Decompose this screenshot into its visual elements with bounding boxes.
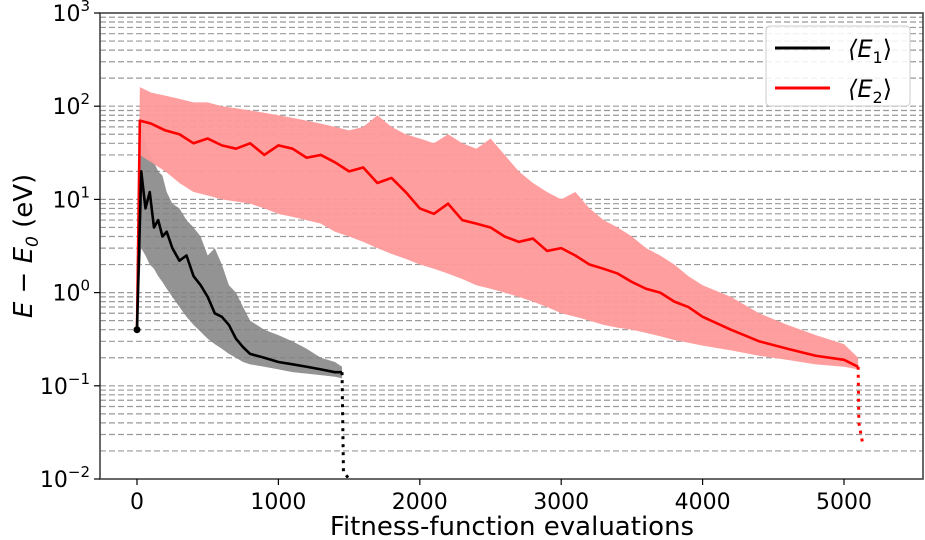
y-tick-label: 102 xyxy=(52,90,90,120)
x-tick-label: 3000 xyxy=(533,490,589,515)
series-lines xyxy=(133,119,864,480)
svg-text:⟨E2⟩: ⟨E2⟩ xyxy=(848,75,892,107)
y-axis-label: E − E0 (eV) xyxy=(9,174,43,318)
legend: ⟨E1⟩ ⟨E2⟩ xyxy=(765,25,911,107)
legend-entry-e1: ⟨E1⟩ xyxy=(775,35,892,67)
y-tick-label: 100 xyxy=(52,277,90,307)
band-2 xyxy=(137,87,859,370)
plot-frame xyxy=(99,12,924,480)
x-axis-label: Fitness-function evaluations xyxy=(330,512,694,540)
series-line-1 xyxy=(135,170,343,374)
y-axis-ticks: 10−2 10−1 100 101 102 103 xyxy=(40,0,100,493)
x-tick-label: 5000 xyxy=(816,490,872,515)
x-tick-label: 0 xyxy=(130,490,144,515)
svg-text:⟨E1⟩: ⟨E1⟩ xyxy=(848,35,892,67)
x-tick-label: 2000 xyxy=(392,490,448,515)
start-point-marker xyxy=(133,326,141,334)
x-tick-label: 4000 xyxy=(675,490,731,515)
dotted-drop-2 xyxy=(856,366,864,443)
y-tick-label: 10−1 xyxy=(40,370,90,400)
dotted-drop-1 xyxy=(340,372,351,480)
svg-text:E − E0 (eV): E − E0 (eV) xyxy=(9,174,43,318)
series-line-2 xyxy=(135,119,859,368)
y-tick-label: 10−2 xyxy=(40,463,90,493)
x-tick-label: 1000 xyxy=(250,490,306,515)
y-tick-label: 101 xyxy=(52,183,90,213)
legend-entry-e2: ⟨E2⟩ xyxy=(775,75,892,107)
y-tick-label: 103 xyxy=(52,0,90,27)
band-1 xyxy=(137,120,343,379)
uncertainty-bands xyxy=(137,87,859,379)
x-axis-ticks: 0 1000 2000 3000 4000 5000 xyxy=(130,479,872,515)
